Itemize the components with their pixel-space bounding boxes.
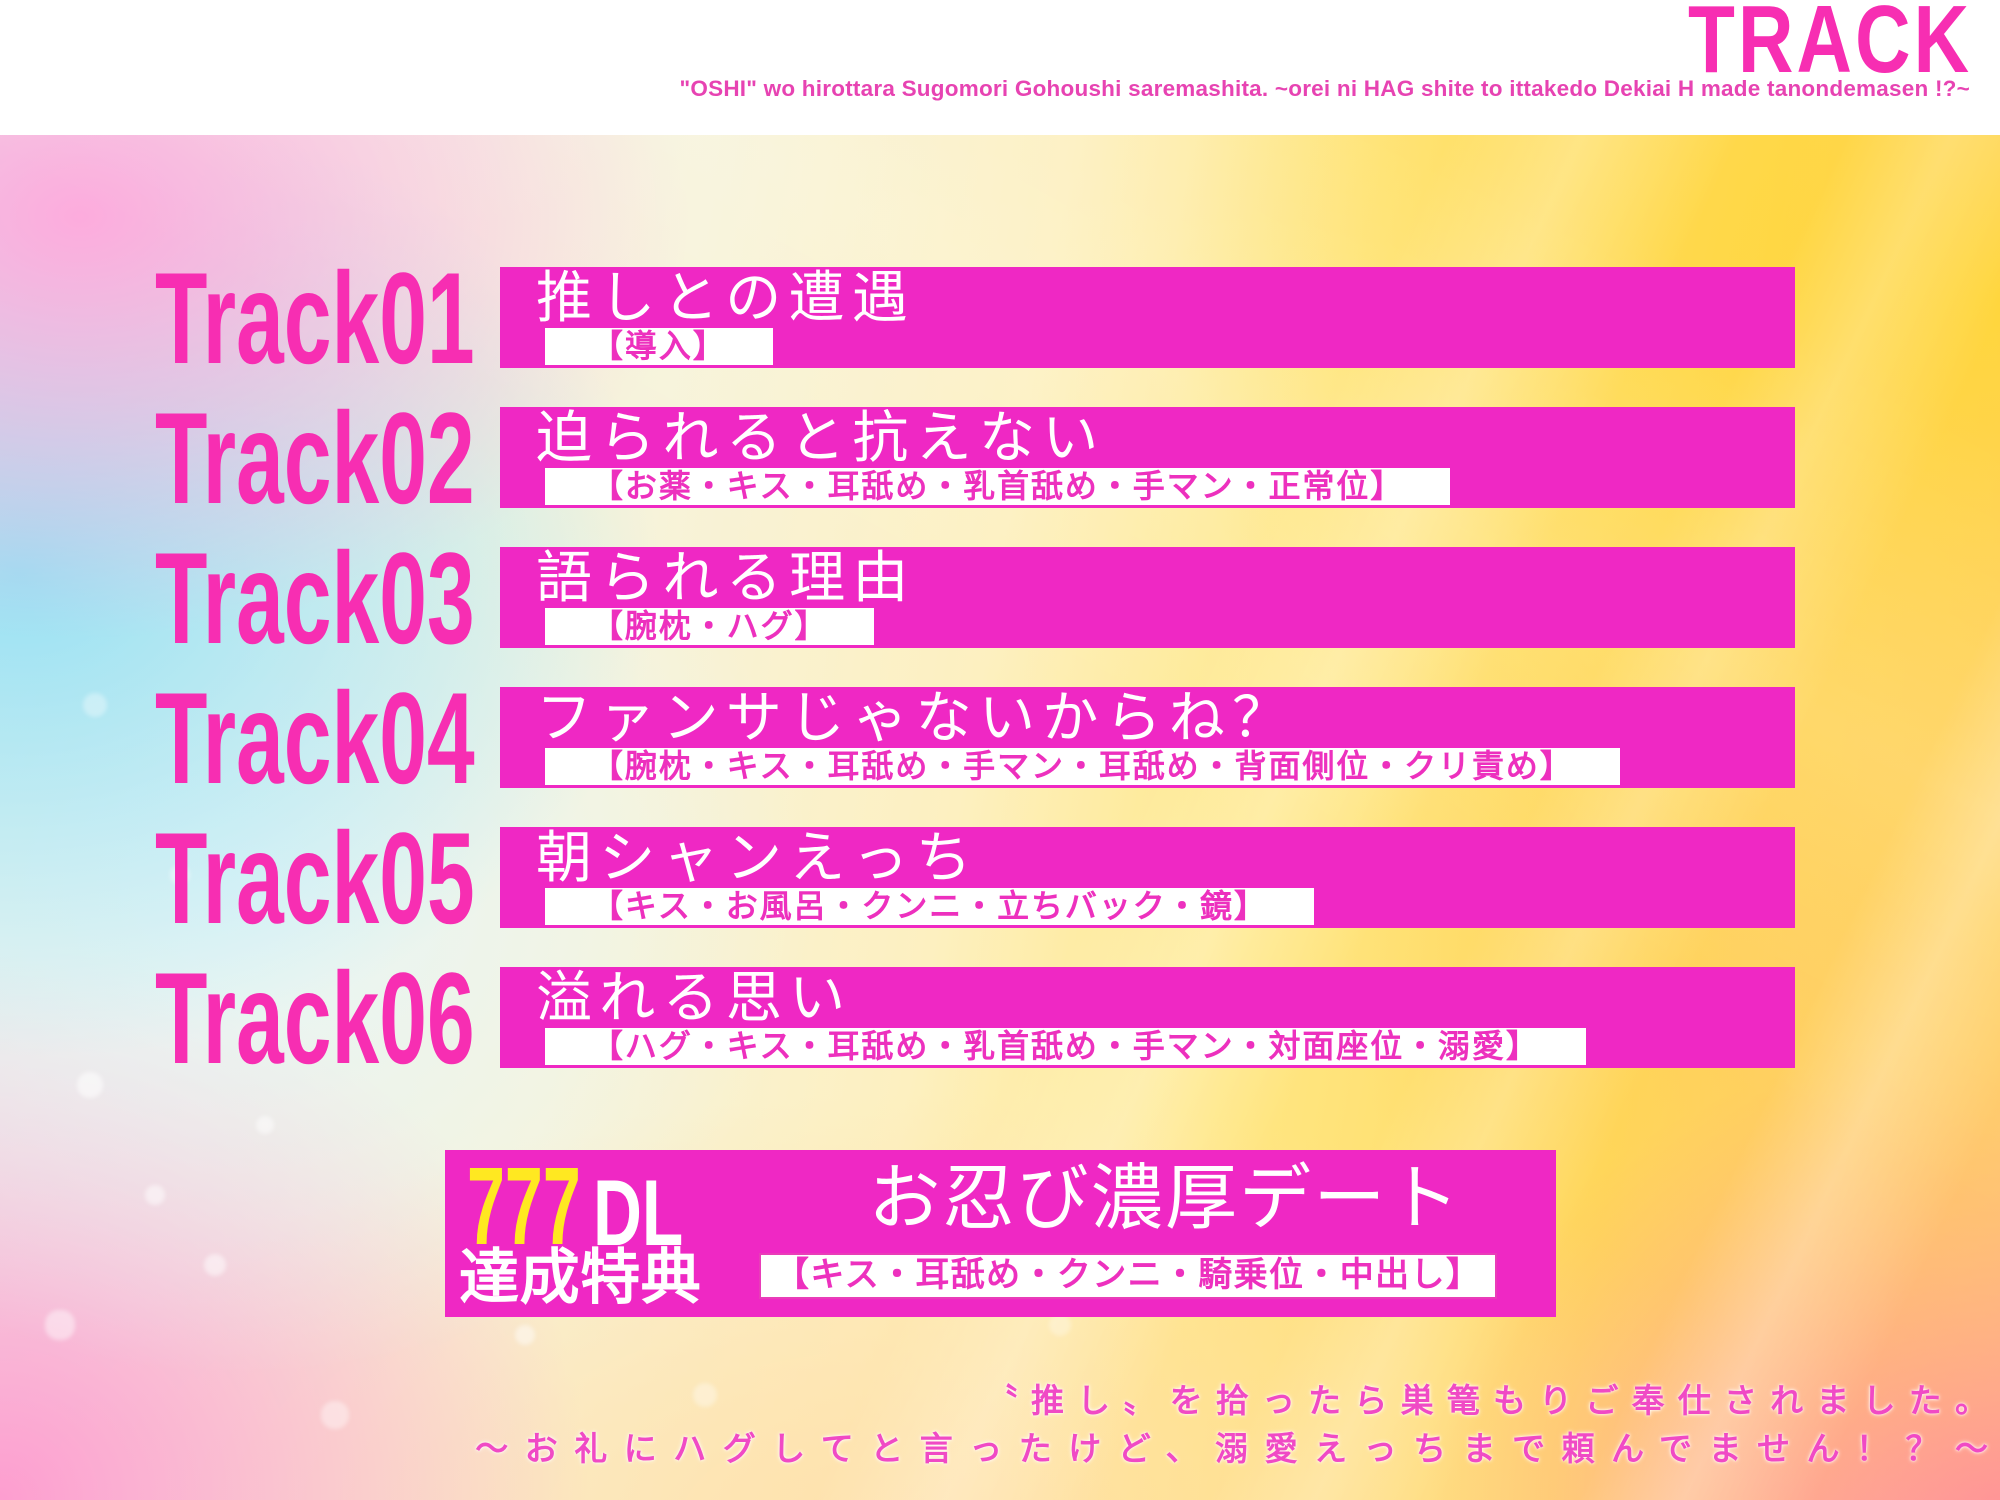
work-title-line2: ～お礼にハグしてと言ったけど、溺愛えっちまで頼んでません！？～ xyxy=(475,1430,2000,1467)
track-tags: 【ハグ・キス・耳舐め・乳首舐め・手マン・対面座位・溺愛】 xyxy=(591,1028,1540,1064)
track-number-label: Track02 xyxy=(155,384,475,531)
track-title: 迫られると抗えない xyxy=(536,408,1106,470)
track-tags: 【腕枕・ハグ】 xyxy=(591,608,829,644)
track-row: Track05 朝シャンえっち 【キス・お風呂・クンニ・立ちバック・鏡】 xyxy=(0,813,2000,943)
track-title: 朝シャンえっち xyxy=(536,828,979,890)
work-title-line1: 〝推し〟を拾ったら巣篭もりご奉仕されました。 xyxy=(984,1382,2000,1419)
track-tags: 【導入】 xyxy=(591,328,727,364)
track-number: Track02 xyxy=(155,393,639,523)
bonus-dl-unit: DL xyxy=(593,1160,684,1265)
track-number: Track04 xyxy=(155,673,639,803)
track-bar: ファンサじゃないからね？ 【腕枕・キス・耳舐め・手マン・耳舐め・背面側位・クリ責… xyxy=(500,687,1795,788)
track-number: Track03 xyxy=(155,533,639,663)
track-bar: 溢れる思い 【ハグ・キス・耳舐め・乳首舐め・手マン・対面座位・溺愛】 xyxy=(500,967,1795,1068)
page-title: TRACK xyxy=(1617,0,1972,88)
track-tags-bar: 【導入】 xyxy=(545,328,773,365)
track-bar: 朝シャンえっち 【キス・お風呂・クンニ・立ちバック・鏡】 xyxy=(500,827,1795,928)
track-tags: 【腕枕・キス・耳舐め・手マン・耳舐め・背面側位・クリ責め】 xyxy=(591,748,1574,784)
sparkle-bokeh-overlay xyxy=(0,135,10,145)
track-title: ファンサじゃないからね？ xyxy=(536,688,1296,750)
track-list: Track01 推しとの遭遇 【導入】 Track02 迫られると抗えない 【お… xyxy=(0,253,2000,1107)
bonus-tags: 【キス・耳舐め・クンニ・騎乗位・中出し】 xyxy=(775,1257,1482,1294)
track-row: Track02 迫られると抗えない 【お薬・キス・耳舐め・乳首舐め・手マン・正常… xyxy=(0,393,2000,523)
track-row: Track01 推しとの遭遇 【導入】 xyxy=(0,253,2000,383)
track-title: 語られる理由 xyxy=(536,548,916,610)
track-tags-bar: 【お薬・キス・耳舐め・乳首舐め・手マン・正常位】 xyxy=(545,468,1451,505)
romaji-subtitle: "OSHI" wo hirottara Sugomori Gohoushi sa… xyxy=(679,76,1970,101)
track-tags-bar: 【腕枕・キス・耳舐め・手マン・耳舐め・背面側位・クリ責め】 xyxy=(545,748,1620,785)
track-number-label: Track04 xyxy=(155,664,475,811)
track-bar: 語られる理由 【腕枕・ハグ】 xyxy=(500,547,1795,648)
track-number-label: Track05 xyxy=(155,804,475,951)
bonus-box: 777 DL 達成特典 お忍び濃厚デート 【キス・耳舐め・クンニ・騎乗位・中出し… xyxy=(445,1150,1556,1317)
track-number-label: Track01 xyxy=(155,244,475,391)
track-number: Track05 xyxy=(155,813,639,943)
header-band: TRACK "OSHI" wo hirottara Sugomori Gohou… xyxy=(0,0,2000,135)
track-number: Track01 xyxy=(155,253,639,383)
track-title: 溢れる思い xyxy=(536,968,853,1030)
bonus-achievement-label: 達成特典 xyxy=(459,1244,702,1311)
track-tags-bar: 【キス・お風呂・クンニ・立ちバック・鏡】 xyxy=(545,888,1314,925)
track-number-label: Track06 xyxy=(155,944,475,1091)
track-tags: 【キス・お風呂・クンニ・立ちバック・鏡】 xyxy=(591,888,1268,924)
track-tags-bar: 【腕枕・ハグ】 xyxy=(545,608,875,645)
track-tags: 【お薬・キス・耳舐め・乳首舐め・手マン・正常位】 xyxy=(591,468,1405,504)
track-bar: 推しとの遭遇 【導入】 xyxy=(500,267,1795,368)
track-row: Track03 語られる理由 【腕枕・ハグ】 xyxy=(0,533,2000,663)
track-title: 推しとの遭遇 xyxy=(536,268,916,330)
track-row: Track04 ファンサじゃないからね？ 【腕枕・キス・耳舐め・手マン・耳舐め・… xyxy=(0,673,2000,803)
track-bar: 迫られると抗えない 【お薬・キス・耳舐め・乳首舐め・手マン・正常位】 xyxy=(500,407,1795,508)
track-tags-bar: 【ハグ・キス・耳舐め・乳首舐め・手マン・対面座位・溺愛】 xyxy=(545,1028,1586,1065)
track-row: Track06 溢れる思い 【ハグ・キス・耳舐め・乳首舐め・手マン・対面座位・溺… xyxy=(0,953,2000,1083)
bonus-dl-count: 777 xyxy=(467,1145,581,1268)
bonus-tags-bar: 【キス・耳舐め・クンニ・騎乗位・中出し】 xyxy=(759,1253,1498,1299)
track-number: Track06 xyxy=(155,953,639,1083)
bonus-track-title: お忍び濃厚デート xyxy=(868,1159,1462,1239)
page-title-text: TRACK xyxy=(1687,0,1972,93)
track-number-label: Track03 xyxy=(155,524,475,671)
